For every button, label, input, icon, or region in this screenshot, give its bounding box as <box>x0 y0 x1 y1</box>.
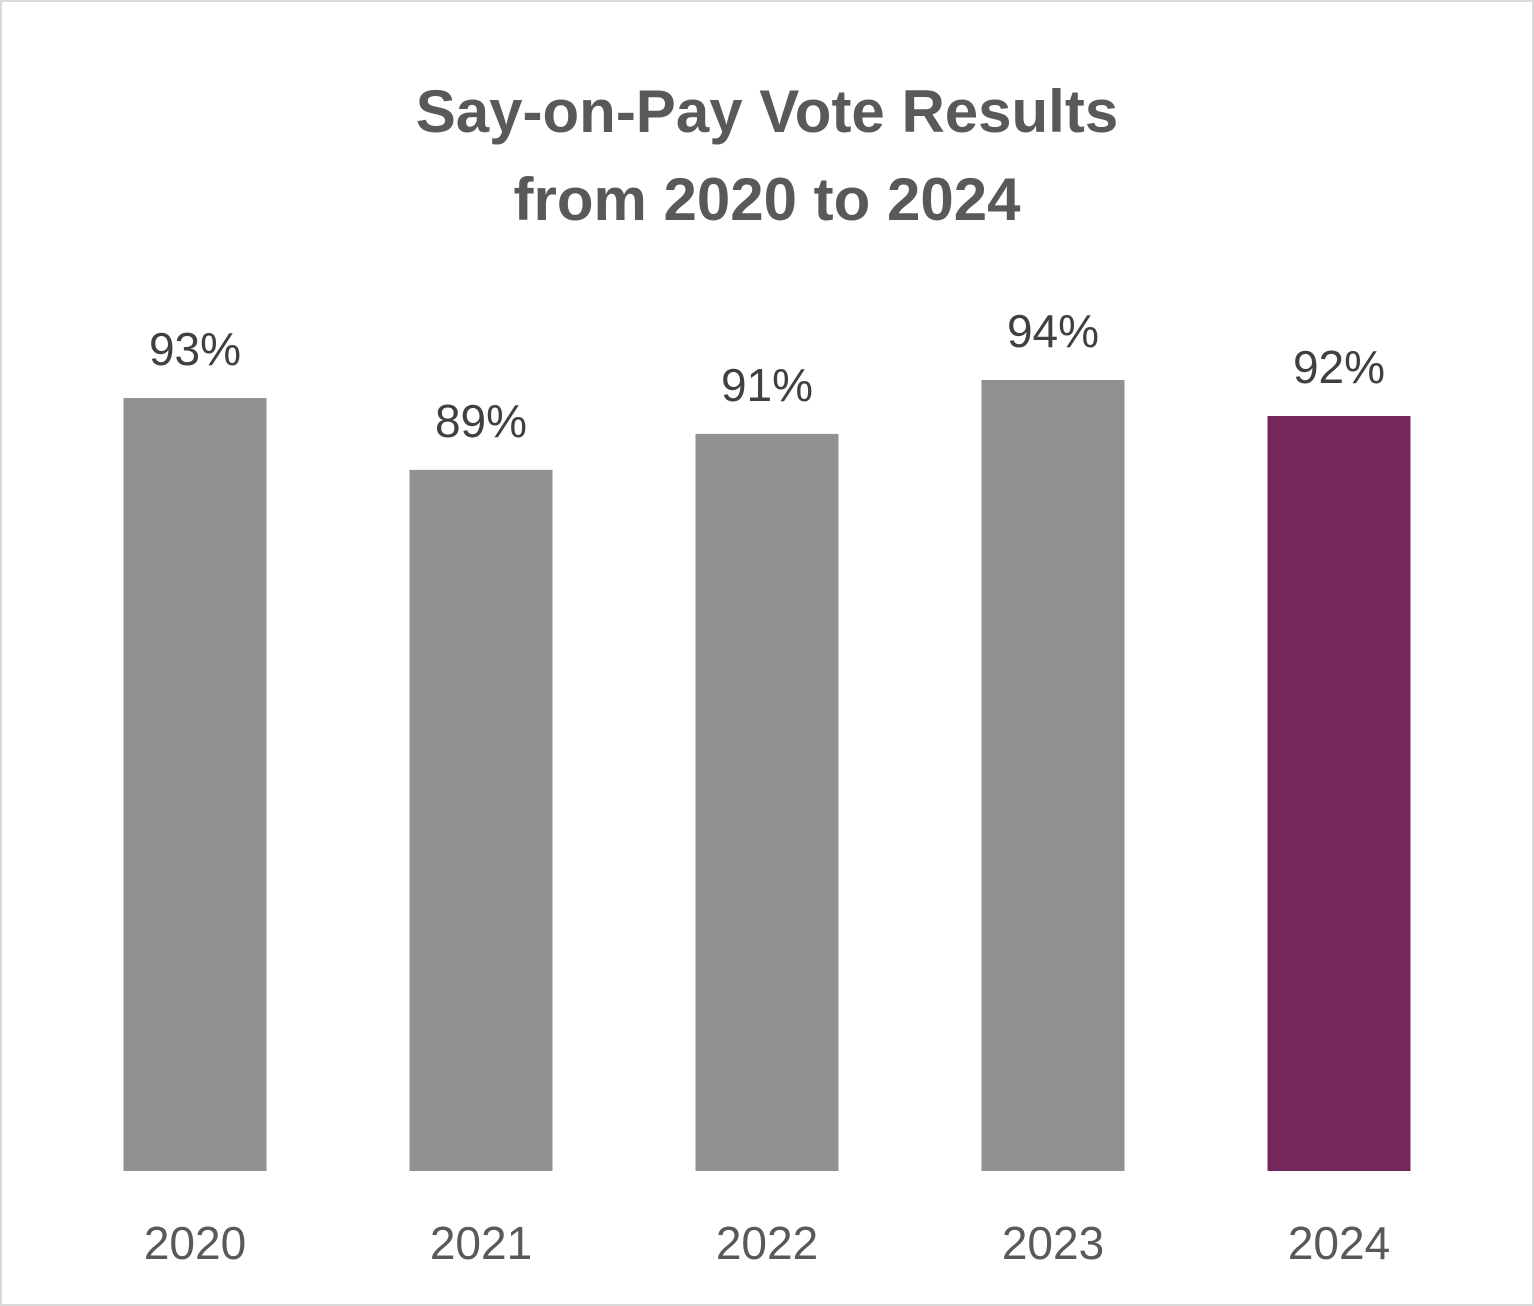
chart-title-line-1: Say-on-Pay Vote Results <box>415 78 1119 145</box>
bar-2020 <box>123 398 267 1171</box>
x-tick-2020: 2020 <box>144 1217 246 1269</box>
x-tick-2024: 2024 <box>1288 1217 1390 1269</box>
bar-2021 <box>409 469 553 1171</box>
x-tick-2022: 2022 <box>716 1217 818 1269</box>
bar-2024 <box>1267 416 1411 1171</box>
data-label-2021: 89% <box>435 395 527 447</box>
chart-title: Say-on-Pay Vote Results from 2020 to 202… <box>0 68 1534 244</box>
x-tick-2023: 2023 <box>1002 1217 1104 1269</box>
data-label-2022: 91% <box>721 359 813 411</box>
data-label-2024: 92% <box>1293 341 1385 393</box>
bar-2023 <box>981 380 1125 1171</box>
chart-title-line-2: from 2020 to 2024 <box>513 166 1021 233</box>
x-tick-2021: 2021 <box>430 1217 532 1269</box>
data-label-2020: 93% <box>149 323 241 375</box>
bar-2022 <box>695 433 839 1171</box>
data-label-2023: 94% <box>1007 305 1099 357</box>
